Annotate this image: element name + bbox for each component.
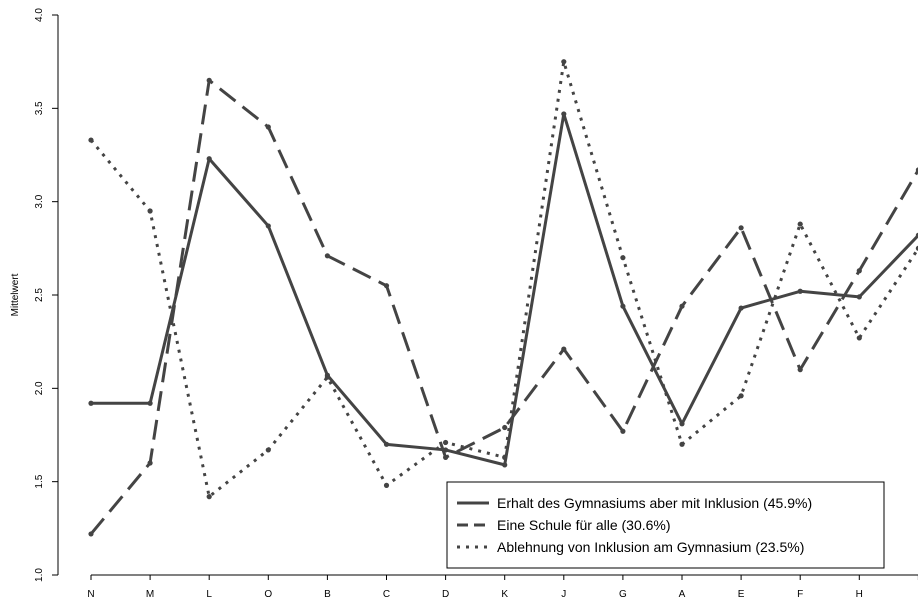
data-point — [561, 59, 567, 65]
data-point — [443, 439, 449, 446]
data-point — [502, 424, 508, 431]
x-tick-label: M — [146, 589, 154, 600]
data-point — [206, 494, 212, 500]
data-point — [265, 223, 271, 229]
x-tick-label: G — [619, 589, 627, 600]
data-point — [88, 400, 94, 406]
data-point — [383, 283, 390, 289]
x-tick-label: E — [738, 589, 745, 600]
series-line — [89, 78, 918, 535]
data-point — [324, 253, 330, 259]
y-tick-label: 3.5 — [34, 101, 45, 115]
x-tick-label: H — [856, 589, 863, 600]
data-point — [679, 303, 685, 309]
x-tick-label: C — [383, 589, 390, 600]
data-point — [147, 460, 153, 466]
data-point — [738, 305, 744, 311]
legend-label: Ablehnung von Inklusion am Gymnasium (23… — [497, 539, 804, 555]
y-tick-label: 2.5 — [34, 288, 45, 302]
y-tick-label: 4.0 — [34, 8, 45, 22]
y-tick-label: 2.0 — [34, 381, 45, 395]
y-axis: 1.0 1.5 2.0 2.5 3.0 3.5 4.0 — [34, 8, 59, 582]
legend-box — [446, 481, 885, 569]
data-point — [502, 454, 508, 460]
data-point — [738, 225, 744, 231]
x-tick-label: L — [206, 589, 212, 600]
data-point — [206, 156, 212, 162]
data-point — [797, 367, 803, 373]
data-point — [383, 482, 390, 488]
data-point — [147, 400, 153, 406]
data-point — [147, 208, 153, 214]
series-2 — [88, 77, 918, 537]
data-point — [324, 374, 330, 380]
data-point — [383, 441, 390, 447]
data-point — [797, 221, 803, 227]
series-layer — [88, 59, 918, 537]
legend-label: Erhalt des Gymnasiums aber mit Inklusion… — [497, 495, 812, 511]
data-point — [620, 428, 626, 434]
data-point — [679, 421, 685, 427]
data-point — [915, 245, 918, 251]
y-tick-label: 3.0 — [34, 194, 45, 208]
data-point — [620, 255, 626, 261]
series-3 — [88, 59, 918, 500]
data-point — [797, 288, 803, 294]
data-point — [738, 393, 744, 399]
data-point — [88, 531, 94, 537]
legend-label: Eine Schule für alle (30.6%) — [497, 517, 671, 533]
y-axis-title: Mittelwert — [10, 273, 21, 316]
y-tick-label: 1.0 — [34, 568, 45, 582]
x-tick-label: J — [561, 589, 566, 600]
data-point — [620, 303, 626, 309]
legend: Erhalt des Gymnasiums aber mit Inklusion… — [446, 481, 885, 569]
x-tick-label: N — [87, 589, 94, 600]
data-point — [88, 137, 94, 143]
x-tick-label: F — [797, 589, 803, 600]
data-point — [265, 447, 271, 453]
series-line — [89, 60, 918, 499]
data-point — [915, 167, 918, 173]
x-tick-label: D — [442, 589, 449, 600]
data-point — [502, 462, 508, 468]
data-point — [561, 346, 567, 352]
data-point — [856, 294, 862, 300]
y-tick-label: 1.5 — [34, 474, 45, 488]
series-line — [91, 112, 918, 467]
x-tick-label: O — [264, 589, 272, 600]
x-tick-label: B — [324, 589, 331, 600]
data-point — [856, 335, 862, 341]
data-point — [206, 77, 212, 83]
x-tick-label: K — [501, 589, 508, 600]
data-point — [443, 454, 449, 460]
series-1 — [88, 111, 918, 468]
data-point — [679, 441, 685, 447]
data-point — [265, 124, 271, 130]
data-point — [561, 111, 567, 117]
x-tick-label: A — [679, 589, 686, 600]
data-point — [915, 232, 918, 238]
data-point — [856, 268, 862, 274]
